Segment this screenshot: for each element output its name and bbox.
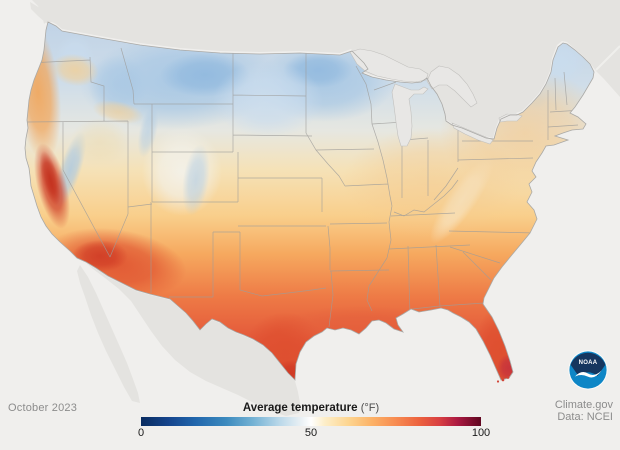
colorbar-tick-max: 100 xyxy=(471,427,491,439)
lake-michigan xyxy=(391,83,429,147)
baja-california xyxy=(77,265,140,403)
colorbar-unit: (°F) xyxy=(360,402,380,414)
florida-keys xyxy=(496,376,510,383)
colorbar-title: Average temperature (°F) xyxy=(141,402,481,414)
credit-source: Climate.gov xyxy=(554,399,613,411)
noaa-logo-gull-icon xyxy=(575,370,602,378)
colorbar-legend: Average temperature (°F) 0 50 100 xyxy=(137,402,490,441)
noaa-logo: NOAA xyxy=(568,350,608,390)
lake-superior xyxy=(349,48,429,83)
us-outline xyxy=(24,21,595,381)
lake-ontario xyxy=(498,113,523,123)
credit-data: Data: NCEI xyxy=(557,410,613,423)
colorbar-ticks: 0 50 100 xyxy=(137,427,490,441)
noaa-logo-text: NOAA xyxy=(579,360,598,366)
colorbar-tick-mid: 50 xyxy=(304,427,318,439)
colorbar-tick-min: 0 xyxy=(137,427,145,439)
vancouver-island xyxy=(30,2,52,23)
great-lakes xyxy=(349,48,523,147)
noaa-logo-sky xyxy=(570,352,606,376)
st-lawrence-river xyxy=(595,45,620,71)
colorbar-gradient xyxy=(141,417,481,426)
lake-huron xyxy=(426,65,478,108)
mexico-silhouette xyxy=(77,263,300,416)
date-label: October 2023 xyxy=(8,402,78,414)
state-borders xyxy=(25,47,584,328)
credits: Climate.gov Data: NCEI xyxy=(554,399,613,423)
colorbar-title-text: Average temperature xyxy=(242,402,358,414)
